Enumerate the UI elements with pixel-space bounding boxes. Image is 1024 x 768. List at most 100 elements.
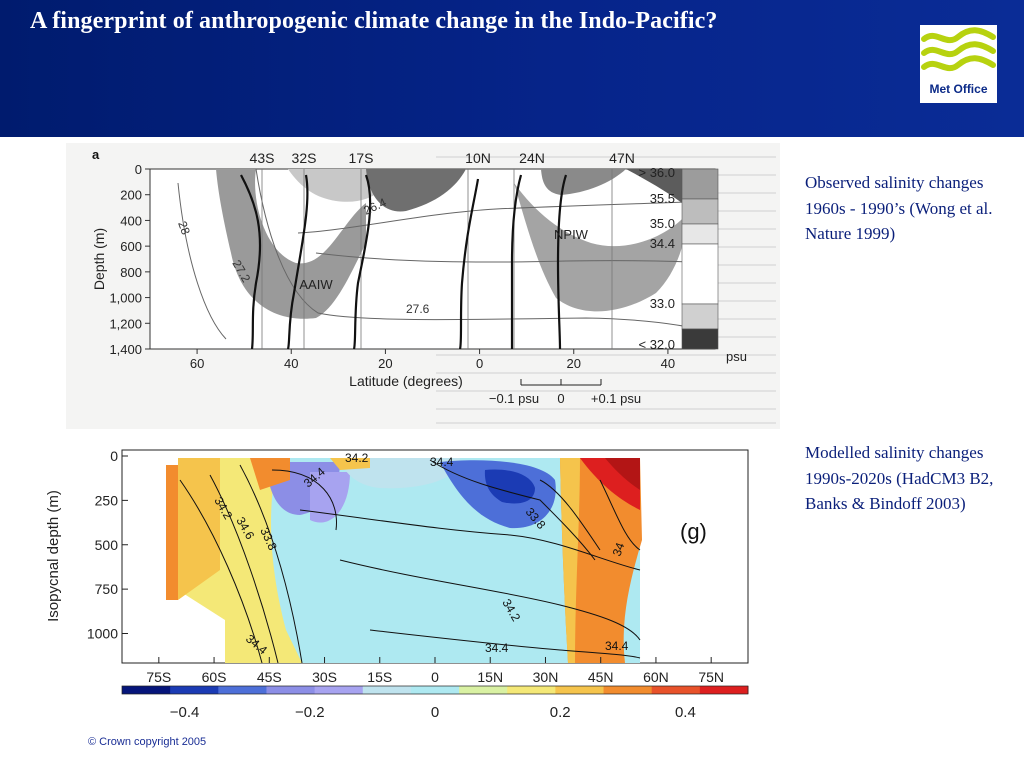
legend-swatch-a — [681, 168, 719, 200]
colorbar-segment — [170, 686, 219, 694]
contour-label-28: 28 — [175, 219, 193, 237]
x-tick-label-g: 75N — [698, 669, 724, 685]
y-tick-label-a: 1,400 — [109, 342, 142, 357]
x-tick-label-a: 40 — [284, 356, 298, 371]
contour-label-g: 34 — [610, 540, 628, 558]
y-tick-label-a: 400 — [120, 213, 142, 228]
salinity-legend-a: > 36.0 35.5 35.0 34.4 33.0 < 32.0 — [638, 165, 719, 352]
x-tick-label-g: 15N — [477, 669, 503, 685]
scale-bar-label-neg: −0.1 psu — [489, 391, 539, 406]
colorbar-segment — [122, 686, 171, 694]
x-tick-label-g: 45N — [588, 669, 614, 685]
x-axis-label-a: Latitude (degrees) — [349, 373, 463, 389]
title-bar: A fingerprint of anthropogenic climate c… — [0, 0, 1024, 137]
legend-level-label: < 32.0 — [638, 337, 675, 352]
y-tick-label-g: 250 — [95, 492, 119, 508]
colorbar-frame — [121, 685, 749, 695]
contour-label-g: 34.2 — [345, 451, 369, 465]
axis-ticks-g: 75S 60S 45S 30S 15S 0 15N 30N 45N 60N 75N 0 250 500 75… — [87, 448, 724, 685]
colorbar-tick-label: 0.4 — [675, 704, 696, 721]
scale-bar-label-pos: +0.1 psu — [591, 391, 641, 406]
observed-salinity-chart: 60 40 20 0 20 4002004006008001,0001,2001,400 … — [91, 147, 776, 424]
colorbar-segment — [410, 686, 460, 694]
scale-bar-a — [520, 379, 602, 386]
x-tick-label-a: 20 — [378, 356, 392, 371]
x-tick-label-a: 20 — [567, 356, 581, 371]
x-tick-label-g: 15S — [367, 669, 392, 685]
colorbar-segment — [603, 686, 653, 694]
y-tick-label-g: 500 — [95, 537, 119, 553]
modelled-chart-panel: 34.2 34.4 34.4 34.2 34.6 33.8 34.4 33.8 34 34.2 34… — [40, 440, 760, 726]
colorbar-segment — [314, 686, 364, 694]
section-latitude-label: 24N — [519, 150, 545, 166]
y-tick-label-g: 750 — [95, 581, 119, 597]
colorbar-tick-label: −0.2 — [295, 704, 325, 721]
met-office-waves-icon — [921, 27, 996, 72]
legend-swatch-a — [681, 328, 719, 350]
x-tick-label-a: 60 — [190, 356, 204, 371]
y-tick-label-a: 1,200 — [109, 316, 142, 331]
logo-wordmark: Met Office — [929, 82, 988, 96]
x-tick-label-g: 60S — [202, 669, 227, 685]
legend-level-label: 35.5 — [650, 191, 675, 206]
x-tick-label-g: 75S — [146, 669, 171, 685]
modelled-salinity-chart: 34.2 34.434.434.234.6 33.834.433.83434.234… — [45, 448, 749, 721]
contour-label-g: 34.4 — [485, 641, 509, 655]
legend-level-label: 34.4 — [650, 236, 675, 251]
y-tick-label-a: 200 — [120, 188, 142, 203]
x-tick-label-g: 30S — [312, 669, 337, 685]
contours-g — [179, 459, 641, 664]
x-tick-label-a: 0 — [476, 356, 483, 371]
y-axis-label-g: Isopycnal depth (m) — [45, 490, 62, 622]
y-axis-label-a: Depth (m) — [91, 228, 107, 290]
x-tick-label-g: 60N — [643, 669, 669, 685]
y-tick-label-g: 0 — [110, 448, 118, 464]
legend-level-label: 33.0 — [650, 296, 675, 311]
legend-unit-a: psu — [726, 349, 747, 364]
colorbar-tick-label: 0.2 — [550, 704, 571, 721]
colorbar-ticks-g: −0.4 −0.2 0 0.2 0.4 — [170, 704, 696, 721]
x-tick-label-g: 45S — [257, 669, 282, 685]
y-tick-label-g: 1000 — [87, 626, 118, 642]
colorbar-segment — [651, 686, 701, 694]
legend-swatch-a — [681, 303, 719, 330]
contour-label-g: 34.4 — [605, 639, 629, 653]
y-tick-label-a: 1,000 — [109, 291, 142, 306]
water-mass-label-aaiw: AAIW — [299, 277, 333, 292]
colorbar-segment — [362, 686, 412, 694]
met-office-logo: Met Office — [920, 25, 997, 103]
observed-chart-panel: 60 40 20 0 20 40 0 200 400 600 800 1,000 1,200 1,400 … — [66, 143, 780, 429]
legend-swatch-a — [681, 243, 719, 305]
y-tick-label-a: 800 — [120, 265, 142, 280]
colorbar-segment — [218, 686, 267, 694]
colorbar-segment — [555, 686, 605, 694]
colorbar-segment — [507, 686, 556, 694]
panel-label-a: a — [92, 147, 100, 162]
salinity-field-g — [166, 458, 642, 663]
x-tick-label-g: 30N — [533, 669, 559, 685]
section-latitude-label: 17S — [349, 150, 374, 166]
x-tick-label-g: 0 — [431, 669, 439, 685]
colorbar-segment — [459, 686, 508, 694]
colorbar-segment — [699, 686, 749, 694]
legend-swatch-a — [681, 198, 719, 225]
scale-bar-label-zero: 0 — [557, 391, 564, 406]
x-tick-label-a: 40 — [661, 356, 675, 371]
section-latitude-label: 43S — [250, 150, 275, 166]
slide-title: A fingerprint of anthropogenic climate c… — [30, 8, 718, 34]
section-lines-a — [261, 169, 613, 349]
colorbar-tick-label: 0 — [431, 704, 439, 721]
legend-level-label: > 36.0 — [638, 165, 675, 180]
legend-swatch-a — [681, 223, 719, 245]
observed-caption: Observed salinity changes 1960s - 1990’s… — [805, 173, 993, 243]
panel-label-g: (g) — [680, 519, 707, 544]
section-latitude-label: 32S — [292, 150, 317, 166]
y-tick-label-a: 0 — [135, 162, 142, 177]
section-latitude-label: 47N — [609, 150, 635, 166]
colorbar-tick-label: −0.4 — [170, 704, 200, 721]
section-latitude-label: 10N — [465, 150, 491, 166]
y-tick-label-a: 600 — [120, 239, 142, 254]
section-latitude-labels: 43S 32S 17S 10N 24N 47N — [250, 150, 635, 166]
colorbar-g — [121, 685, 749, 695]
